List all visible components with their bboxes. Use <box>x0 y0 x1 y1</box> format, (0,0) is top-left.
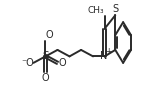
Text: S: S <box>112 4 118 14</box>
Text: N: N <box>101 51 108 61</box>
Text: O: O <box>42 73 49 83</box>
Text: S: S <box>42 51 49 61</box>
Text: O: O <box>46 30 54 40</box>
Text: +: + <box>105 47 112 56</box>
Text: ⁻O: ⁻O <box>21 58 34 68</box>
Text: CH₃: CH₃ <box>87 6 104 15</box>
Text: O: O <box>58 58 66 68</box>
